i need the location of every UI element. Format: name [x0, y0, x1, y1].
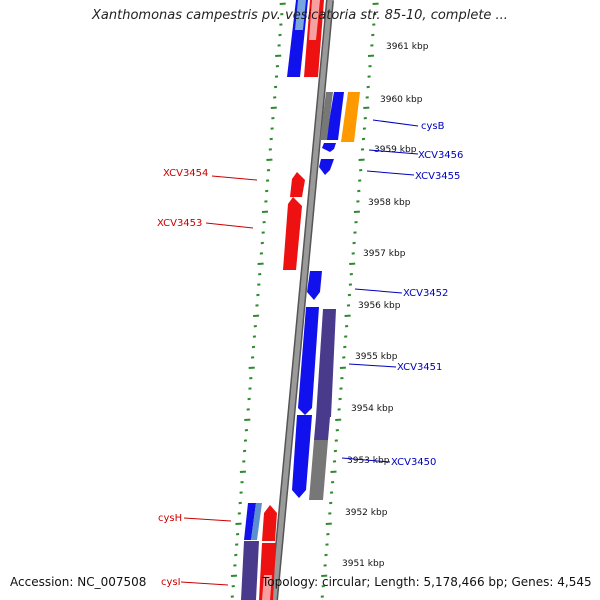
kbp-label: 3959 kbp: [374, 145, 417, 155]
leader-line: [180, 581, 229, 586]
leader-line: [211, 175, 258, 181]
XCV3456-gene: [322, 143, 336, 152]
kbp-label: 3958 kbp: [368, 198, 411, 208]
kbp-label: 3960 kbp: [380, 95, 423, 105]
gene-label-XCV3452[interactable]: XCV3452: [403, 288, 448, 299]
gene-label-cysB[interactable]: cysB: [421, 121, 445, 132]
kbp-label: 3955 kbp: [355, 352, 398, 362]
leader-line: [183, 517, 232, 522]
gene-labels: cysB XCV3456 XCV3455 XCV3454 XCV3453 XCV…: [157, 121, 463, 588]
kbp-label: 3961 kbp: [386, 42, 429, 52]
gene-label-XCV3455[interactable]: XCV3455: [415, 171, 460, 182]
cog-purple-block-2: [314, 417, 330, 440]
light-blue-block-2: [251, 503, 262, 540]
gene-label-XCV3450[interactable]: XCV3450: [391, 457, 436, 468]
kbp-label: 3953 kbp: [347, 456, 390, 466]
rna-orange-block: [341, 92, 360, 142]
leader-line: [348, 363, 397, 368]
genome-backbone: [270, 0, 334, 600]
XCV3454-gene: [290, 172, 305, 197]
gene-label-XCV3453[interactable]: XCV3453: [157, 218, 202, 229]
accession-text: Accession: NC_007508: [10, 575, 147, 589]
forward-gene-highlight: [309, 0, 320, 40]
gene-label-cysH[interactable]: cysH: [158, 513, 182, 524]
XCV3453-gene: [283, 197, 302, 270]
leader-line: [205, 222, 254, 229]
gene-label-XCV3451[interactable]: XCV3451: [397, 362, 442, 373]
outer-tick-ring: [320, 2, 379, 598]
cysI-highlight: [262, 575, 272, 600]
map-title: Xanthomonas campestris pv. vesicatoria s…: [92, 8, 508, 23]
leader-line: [354, 288, 403, 294]
XCV3451-gene: [298, 307, 319, 415]
cysH-forward: [262, 505, 277, 541]
gene-label-cysI[interactable]: cysI: [161, 577, 181, 588]
leader-line: [366, 170, 415, 176]
cog-gray-block: [320, 92, 333, 140]
topology-text: Topology: circular; Length: 5,178,466 bp…: [262, 575, 592, 589]
cog-gray-block-2: [309, 440, 328, 500]
XCV3455-gene: [319, 159, 334, 175]
kbp-scale: 3961 kbp 3960 kbp 3959 kbp 3958 kbp 3957…: [342, 42, 429, 569]
kbp-label: 3952 kbp: [345, 508, 388, 518]
cysB-gene: [326, 92, 344, 140]
gene-label-XCV3456[interactable]: XCV3456: [418, 150, 463, 161]
leader-line: [368, 149, 419, 155]
inner-tick-ring: [230, 2, 286, 598]
cog-purple-block-1: [316, 309, 336, 417]
gene-label-XCV3454[interactable]: XCV3454: [163, 168, 208, 179]
cog-purple-block-3: [241, 541, 259, 600]
leader-line: [372, 119, 419, 127]
kbp-label: 3951 kbp: [342, 559, 385, 569]
kbp-label: 3956 kbp: [358, 301, 401, 311]
leader-line: [341, 457, 391, 463]
feature-blocks: [241, 0, 360, 600]
XCV3450-gene: [292, 415, 312, 498]
kbp-label: 3954 kbp: [351, 404, 394, 414]
kbp-label: 3957 kbp: [363, 249, 406, 259]
light-blue-block: [295, 0, 306, 30]
XCV3452-gene: [307, 271, 322, 300]
label-leaders: [180, 119, 419, 586]
cysH-gene: [244, 503, 256, 540]
